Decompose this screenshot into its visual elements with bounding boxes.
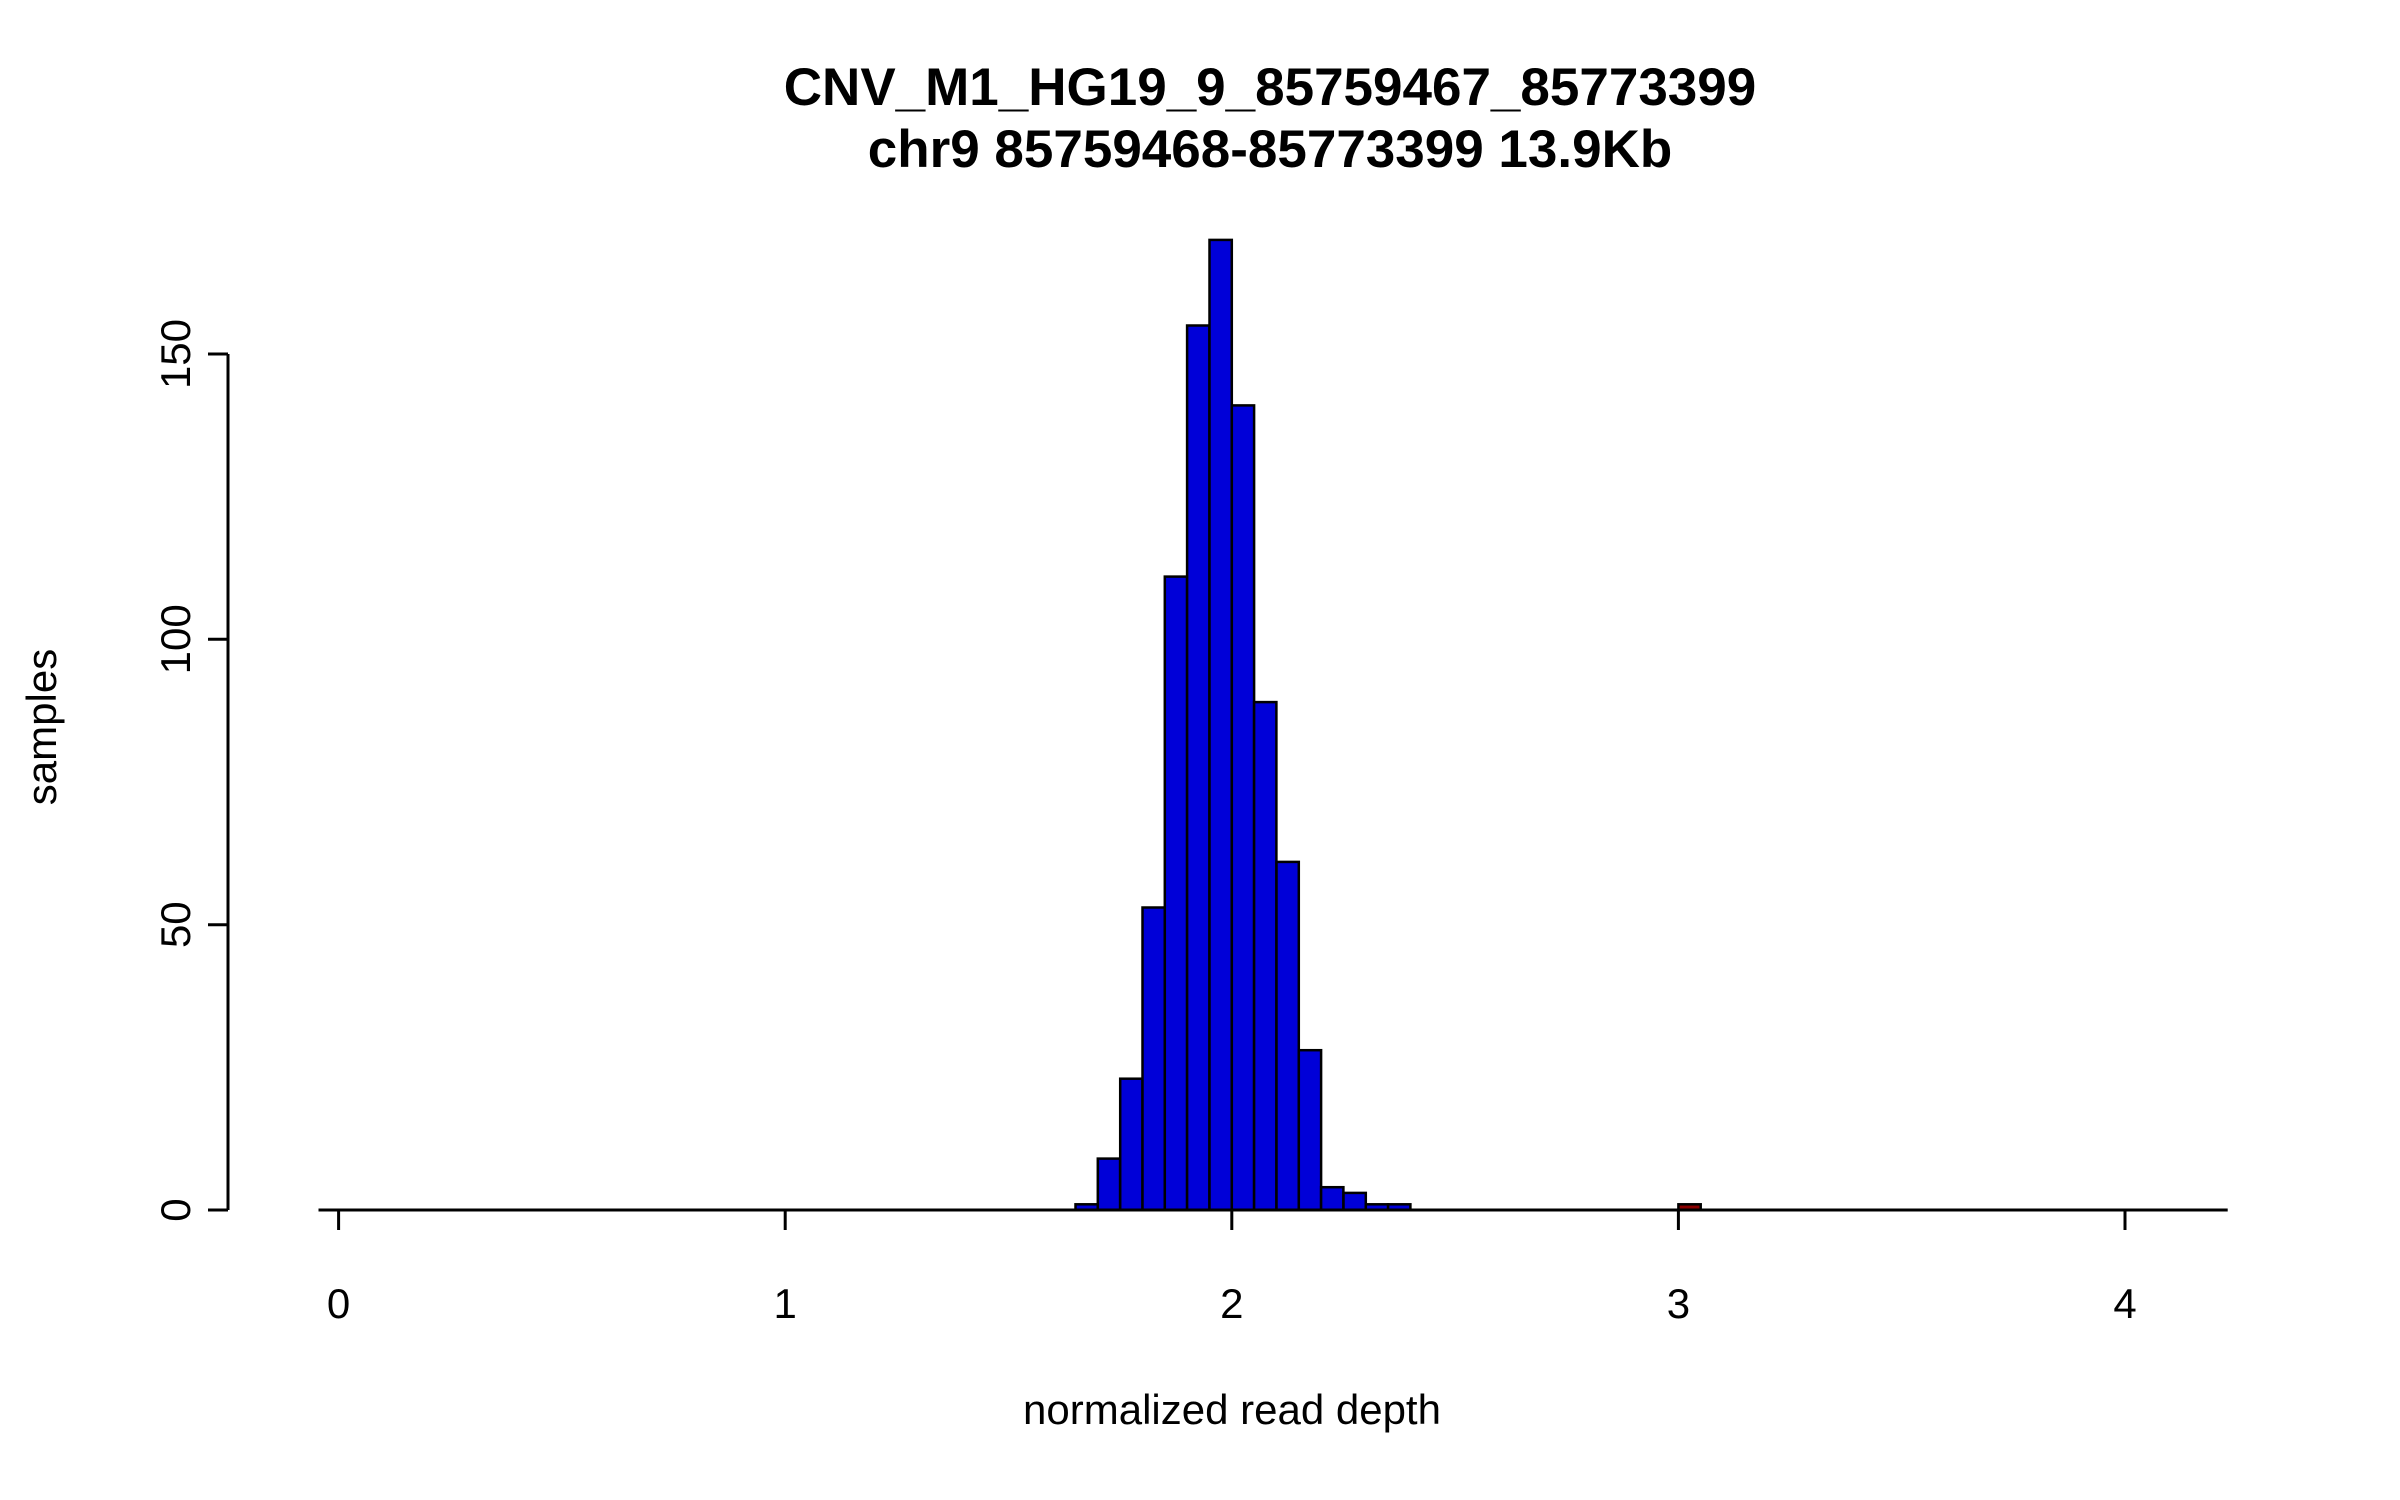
y-tick-label: 0 — [152, 1198, 199, 1221]
histogram-bar — [1230, 404, 1256, 1212]
y-tick-label: 50 — [152, 901, 199, 948]
x-tick-label: 0 — [327, 1280, 350, 1327]
x-tick-label: 2 — [1220, 1280, 1243, 1327]
y-axis-label: samples — [18, 648, 65, 806]
histogram-bar — [1319, 1185, 1345, 1212]
histogram-bar — [1096, 1157, 1122, 1212]
histogram-bar — [1342, 1191, 1368, 1212]
y-tick-label: 100 — [152, 604, 199, 674]
chart-subtitle: chr9 85759468-85773399 13.9Kb — [867, 120, 1673, 179]
histogram-bar — [1185, 324, 1211, 1212]
histogram-bar — [1208, 238, 1234, 1212]
x-tick-label: 3 — [1667, 1280, 1690, 1327]
x-axis-label: normalized read depth — [1023, 1386, 1441, 1433]
histogram-bar — [1252, 700, 1278, 1212]
chart-title: CNV_M1_HG19_9_85759467_85773399 — [783, 58, 1757, 117]
y-tick-label: 150 — [152, 319, 199, 389]
histogram-bar — [1163, 575, 1189, 1212]
histogram-bar — [1275, 860, 1301, 1212]
histogram-bar — [1118, 1077, 1144, 1212]
x-tick-label: 1 — [774, 1280, 797, 1327]
x-tick-label: 4 — [2113, 1280, 2136, 1327]
histogram-bar — [1141, 906, 1167, 1212]
histogram-bar — [1297, 1048, 1323, 1212]
